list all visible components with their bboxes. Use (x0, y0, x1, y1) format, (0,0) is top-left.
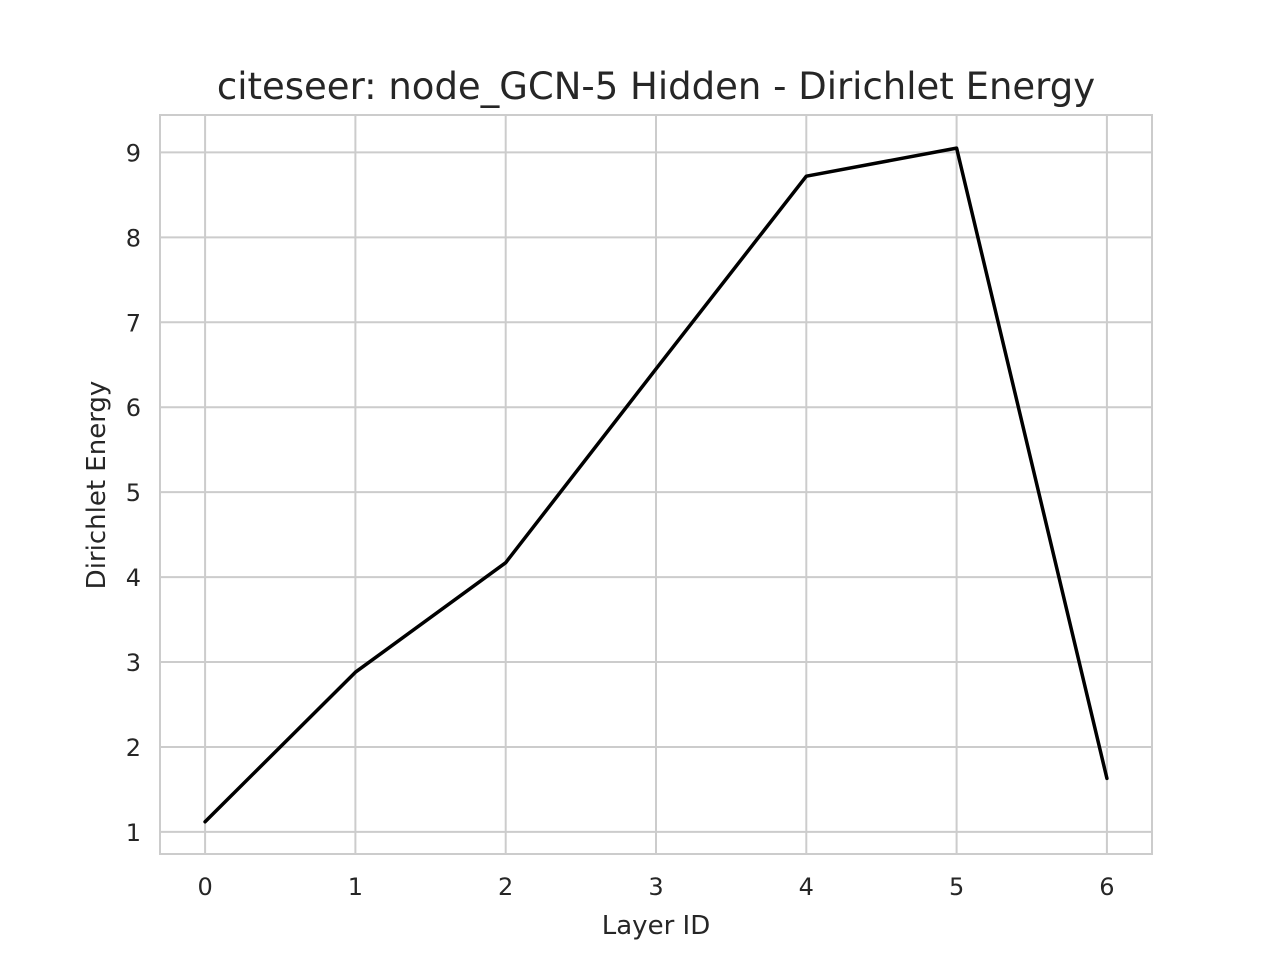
y-tick-label: 7 (126, 309, 141, 337)
chart-title: citeseer: node_GCN-5 Hidden - Dirichlet … (217, 65, 1095, 108)
y-axis-label: Dirichlet Energy (82, 381, 112, 590)
x-tick-label: 2 (498, 873, 513, 901)
x-tick-label: 1 (348, 873, 363, 901)
data-point (955, 146, 958, 150)
data-point (1105, 777, 1109, 780)
y-tick-label: 3 (126, 649, 141, 677)
data-point (504, 561, 507, 564)
y-axis-ticks: 1 2 3 4 5 6 7 8 9 (126, 139, 141, 847)
data-point (805, 174, 808, 178)
x-axis-label: Layer ID (602, 911, 710, 941)
x-tick-label: 6 (1099, 873, 1114, 901)
plot-area-frame (159, 114, 1153, 855)
x-axis-ticks: 0 1 2 3 4 5 6 (197, 873, 1114, 901)
y-tick-label: 8 (126, 224, 141, 252)
x-tick-label: 4 (799, 873, 814, 901)
series-layer (203, 146, 1109, 824)
y-tick-label: 9 (126, 139, 141, 167)
grid (160, 115, 1152, 854)
x-tick-label: 5 (949, 873, 964, 901)
x-tick-label: 0 (197, 873, 212, 901)
y-tick-label: 5 (126, 479, 141, 507)
y-tick-label: 6 (126, 394, 141, 422)
data-point (354, 671, 357, 674)
y-tick-label: 1 (126, 819, 141, 847)
y-tick-label: 4 (126, 564, 141, 592)
data-point (654, 367, 658, 371)
data-point (203, 820, 207, 823)
y-tick-label: 2 (126, 734, 141, 762)
x-tick-label: 3 (648, 873, 663, 901)
